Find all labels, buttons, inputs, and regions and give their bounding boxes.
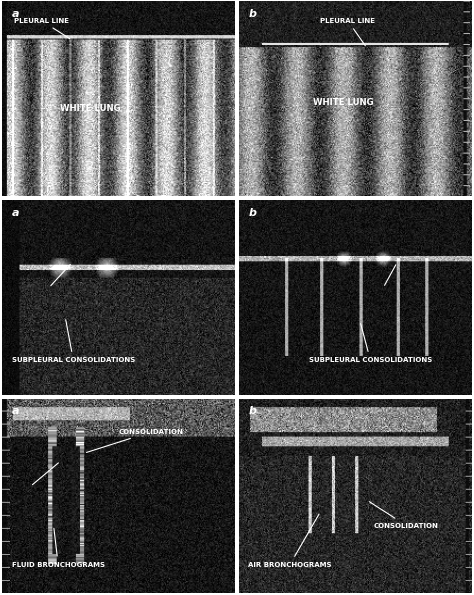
- Text: FLUID BRONCHOGRAMS: FLUID BRONCHOGRAMS: [12, 528, 105, 568]
- Text: WHITE LUNG: WHITE LUNG: [61, 104, 121, 113]
- Text: SUBPLEURAL CONSOLIDATIONS: SUBPLEURAL CONSOLIDATIONS: [309, 324, 432, 363]
- Text: a: a: [12, 208, 19, 218]
- Text: CONSOLIDATION: CONSOLIDATION: [369, 502, 439, 528]
- Text: a: a: [12, 9, 19, 19]
- Text: CONSOLIDATION: CONSOLIDATION: [86, 429, 183, 452]
- Text: b: b: [248, 9, 256, 19]
- Text: b: b: [248, 208, 256, 218]
- Text: b: b: [248, 406, 256, 416]
- Text: WHITE LUNG: WHITE LUNG: [313, 98, 374, 107]
- Text: AIR BRONCHOGRAMS: AIR BRONCHOGRAMS: [248, 514, 332, 568]
- Text: a: a: [12, 406, 19, 416]
- Text: SUBPLEURAL CONSOLIDATIONS: SUBPLEURAL CONSOLIDATIONS: [12, 320, 135, 363]
- Text: PLEURAL LINE: PLEURAL LINE: [320, 18, 375, 46]
- Text: PLEURAL LINE: PLEURAL LINE: [14, 18, 70, 39]
